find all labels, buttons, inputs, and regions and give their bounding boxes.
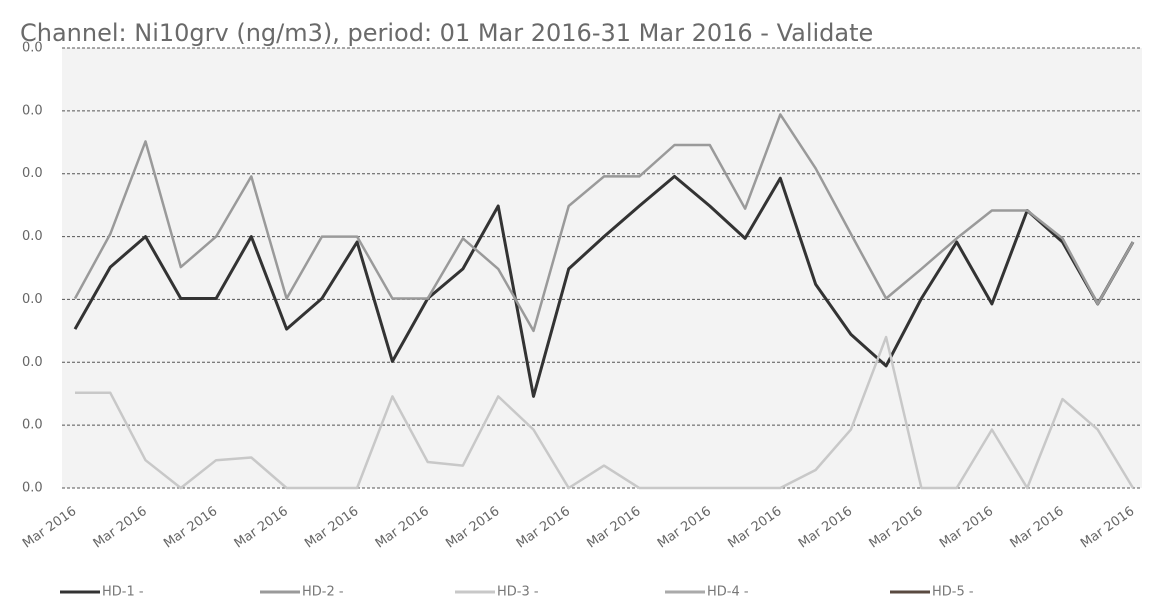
- x-tick-label: Mar 2016: [373, 504, 432, 552]
- legend-label: HD-1 -: [102, 585, 144, 600]
- plot-background: [62, 48, 1142, 488]
- chart-title: Channel: Ni10grv (ng/m3), period: 01 Mar…: [20, 19, 873, 47]
- series-line: [73, 113, 1135, 333]
- y-tick-label: 0.0: [22, 292, 43, 307]
- legend-label: HD-3 -: [497, 585, 539, 600]
- legend-label: HD-4 -: [707, 585, 749, 600]
- x-tick-label: Mar 2016: [232, 504, 291, 552]
- x-tick-label: Mar 2016: [937, 504, 996, 552]
- x-tick-label: Mar 2016: [443, 504, 502, 552]
- legend-label: HD-5 -: [932, 585, 974, 600]
- x-tick-label: Mar 2016: [867, 504, 926, 552]
- y-tick-label: 0.0: [22, 41, 43, 56]
- legend-label: HD-2 -: [302, 585, 344, 600]
- series-line: [75, 335, 1135, 490]
- x-tick-label: Mar 2016: [584, 504, 643, 552]
- y-tick-label: 0.0: [22, 481, 43, 496]
- y-tick-label: 0.0: [22, 355, 43, 370]
- y-tick-label: 0.0: [22, 418, 43, 433]
- y-tick-label: 0.0: [22, 229, 43, 244]
- x-tick-label: Mar 2016: [725, 504, 784, 552]
- x-tick-label: Mar 2016: [514, 504, 573, 552]
- x-tick-label: Mar 2016: [655, 504, 714, 552]
- x-tick-label: Mar 2016: [1008, 504, 1067, 552]
- series-line: [73, 174, 1135, 398]
- x-tick-label: Mar 2016: [796, 504, 855, 552]
- x-tick-label: Mar 2016: [302, 504, 361, 552]
- y-tick-label: 0.0: [22, 103, 43, 118]
- x-tick-label: Mar 2016: [161, 504, 220, 552]
- x-tick-label: Mar 2016: [1078, 504, 1137, 552]
- x-tick-label: Mar 2016: [91, 504, 150, 552]
- x-tick-label: Mar 2016: [20, 504, 79, 552]
- y-tick-label: 0.0: [22, 166, 43, 181]
